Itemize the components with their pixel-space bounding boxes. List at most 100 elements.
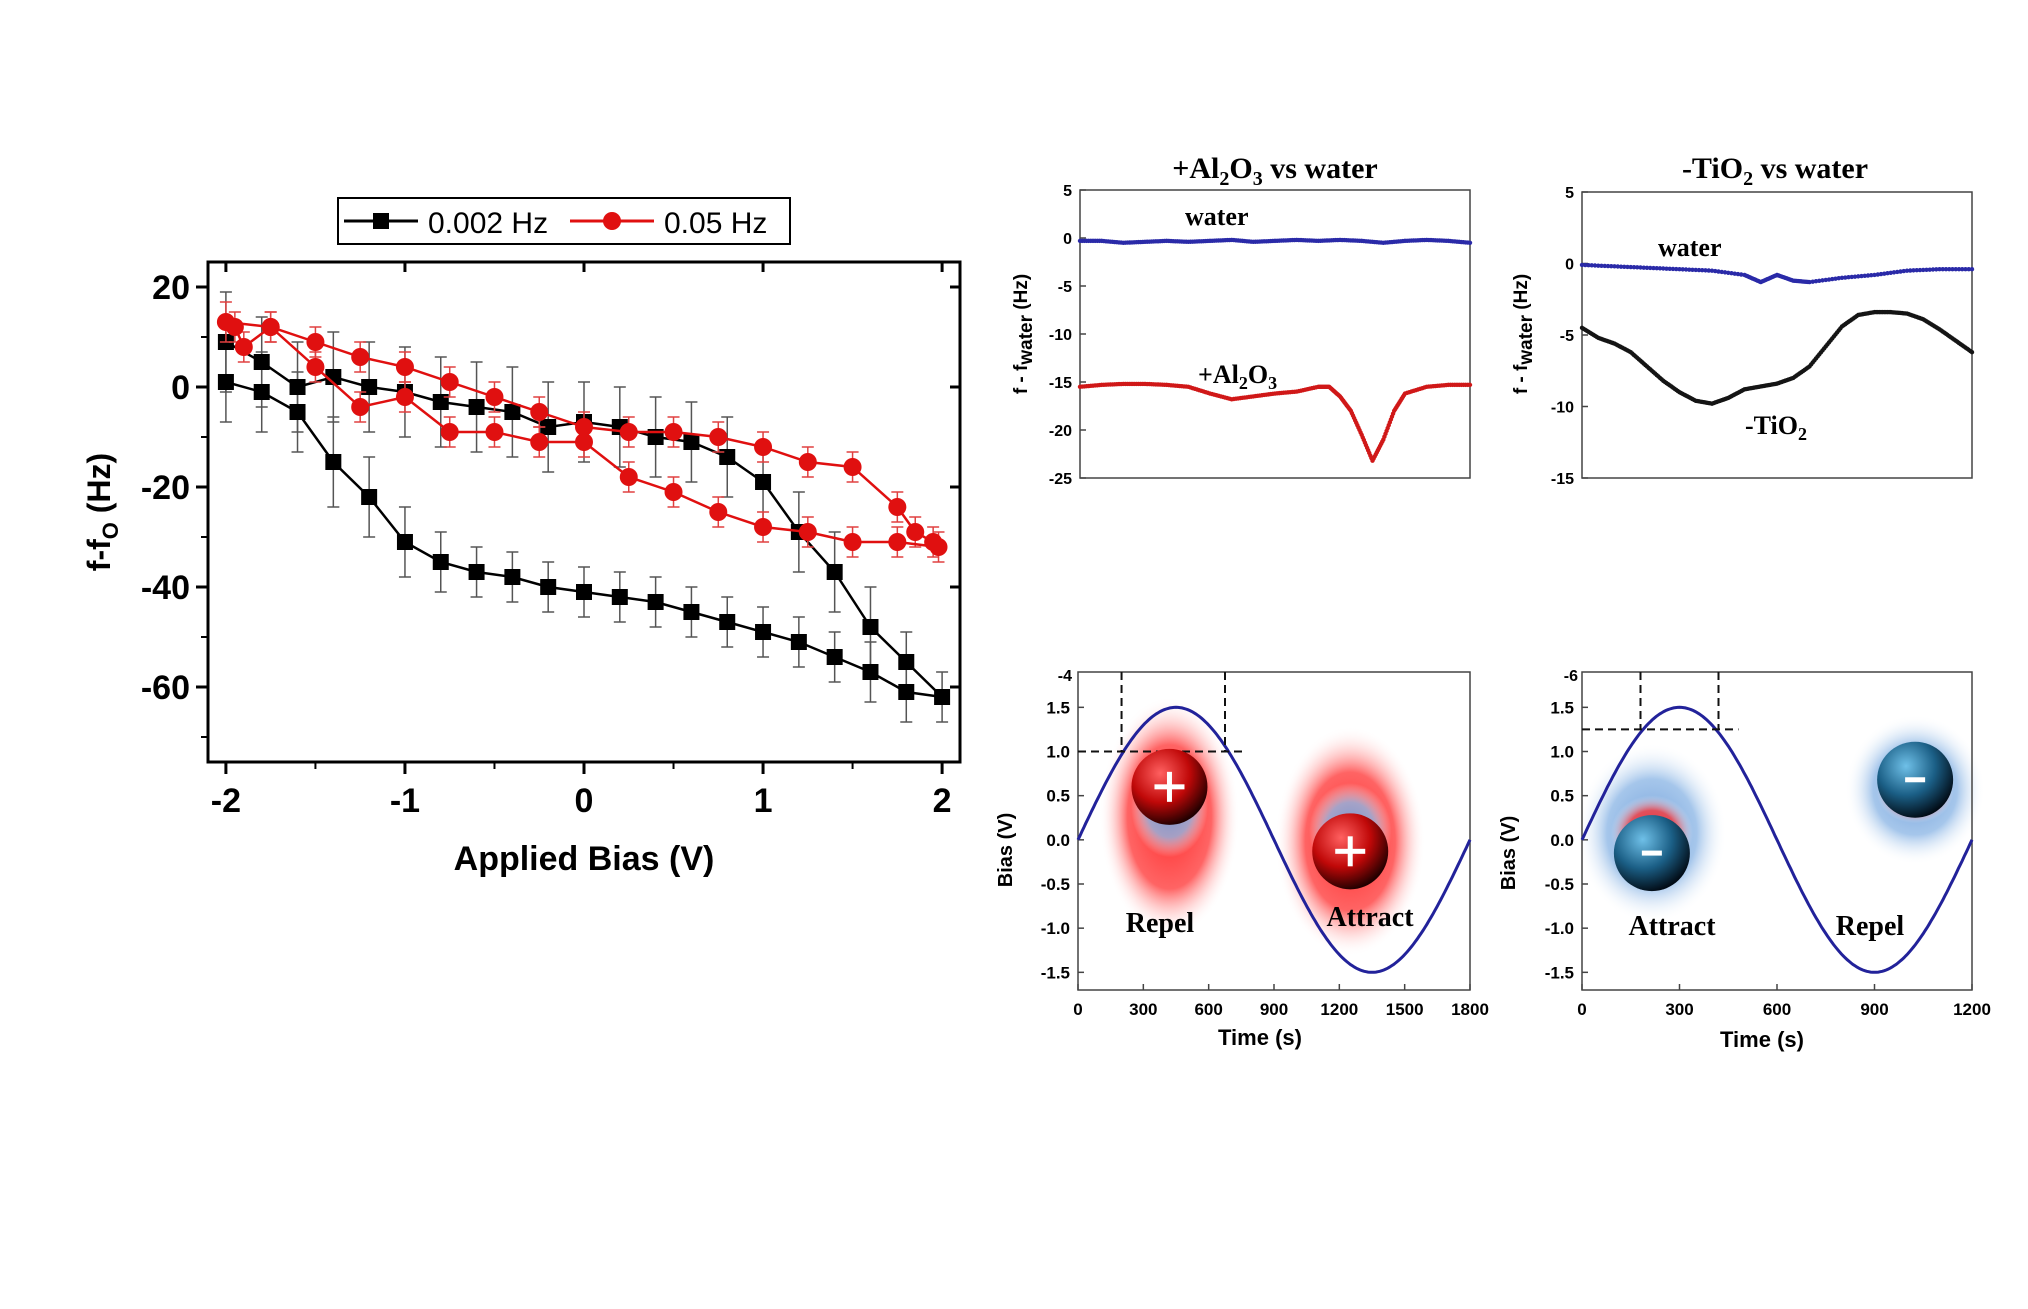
tio2-bias-chart: 0 300 600 900 1200 1.5 1.0 0.5 0.0 -0.5 -1.0 -1.5 T… (1498, 668, 1991, 1052)
data-point (1726, 270, 1731, 275)
tio2-bias-ticks: 0 300 600 900 1200 1.5 1.0 0.5 0.0 -0.5 -1.0 -1.5 (1545, 698, 1991, 1019)
hysteresis-series (216, 291, 951, 723)
x-tick-label: 2 (933, 782, 952, 820)
data-point (888, 498, 907, 516)
legend-marker-square (373, 213, 389, 229)
x-tick-label: 1200 (1320, 1000, 1358, 1019)
data-point (1661, 266, 1666, 271)
data-point (1680, 267, 1685, 272)
data-point (1839, 275, 1845, 280)
data-point (468, 564, 485, 580)
hysteresis-xlabel: Applied Bias (V) (454, 840, 715, 878)
data-point (619, 468, 638, 486)
data-point (1878, 271, 1884, 277)
tio2-bias-top-label: -6 (1564, 668, 1578, 685)
tio2-bias-xlabel: Time (s) (1720, 1027, 1804, 1052)
data-point (1729, 271, 1734, 276)
data-point (862, 664, 879, 680)
data-point (1953, 267, 1958, 272)
x-tick-label: 0 (1577, 1000, 1586, 1019)
data-point (1696, 267, 1702, 273)
y-tick-label: -20 (1049, 423, 1072, 440)
y-tick-label: -5 (1058, 279, 1072, 296)
al2o3-bias-xlabel: Time (s) (1218, 1025, 1302, 1050)
data-point (798, 453, 817, 471)
al2o3-ions (1131, 748, 1389, 890)
data-point (1917, 267, 1923, 273)
hysteresis-legend: 0.002 Hz 0.05 Hz (337, 197, 791, 245)
data-point (504, 404, 521, 420)
data-point (1687, 267, 1692, 272)
data-point (1635, 265, 1640, 270)
data-point (1937, 267, 1942, 272)
y-tick-label: -10 (1551, 400, 1574, 417)
data-point (1641, 265, 1646, 270)
data-point (361, 379, 378, 395)
data-point (1836, 276, 1841, 281)
al2o3-label-attract: Attract (1326, 902, 1414, 933)
data-point (755, 474, 772, 490)
data-point (1612, 264, 1617, 269)
data-point (1690, 267, 1695, 272)
minus-bar (1905, 777, 1926, 783)
data-point (217, 374, 234, 390)
tio2-series (1579, 262, 1975, 406)
data-point (1820, 278, 1825, 283)
minus-bar (1641, 850, 1662, 856)
data-point (755, 624, 772, 640)
al2o3-water-annotation: water (1185, 202, 1249, 231)
y-tick-label: -0.5 (1545, 875, 1574, 894)
data-point (1667, 266, 1672, 271)
data-point (1888, 270, 1893, 275)
al2o3-ticks: 5 0 -5 -10 -15 -20 -25 (1049, 183, 1086, 488)
data-point (1862, 273, 1867, 278)
data-point (306, 358, 325, 376)
al2o3-bias-ticks: 0 300 600 900 1200 1500 1800 1.5 1.0 0.5 0.0 -0.5 -1… (1041, 698, 1489, 1019)
x-tick-label: 0 (1073, 1000, 1082, 1019)
data-point (934, 689, 951, 705)
data-point (325, 454, 342, 470)
data-point (1467, 382, 1473, 388)
data-point (1846, 275, 1851, 280)
data-point (1921, 267, 1926, 273)
hysteresis-ylabel: f-fO (Hz) (81, 453, 123, 571)
data-point (530, 403, 549, 421)
legend-label-0002hz: 0.002 Hz (428, 207, 548, 240)
data-point (1807, 279, 1812, 285)
tio2-title: -TiO2 vs water (1682, 152, 1868, 190)
y-tick-label: -60 (141, 669, 190, 707)
data-point (1960, 267, 1965, 272)
data-point (432, 394, 449, 410)
data-point (1849, 274, 1854, 280)
data-point (1943, 267, 1949, 272)
data-point (1833, 276, 1838, 281)
tio2-ions (1613, 741, 1954, 892)
y-tick-label: 5 (1063, 183, 1072, 200)
data-point (1625, 264, 1630, 270)
al2o3-bias-top-label: -4 (1058, 668, 1072, 685)
data-point (1823, 277, 1828, 283)
x-tick-label: -1 (390, 782, 420, 820)
series-005hz (216, 301, 948, 563)
data-point (1631, 265, 1637, 270)
tio2-sample-annotation: -TiO2 (1745, 411, 1807, 444)
data-point (1891, 270, 1897, 275)
data-point (1969, 267, 1975, 272)
data-point (1895, 269, 1900, 275)
y-tick-label: 0.0 (1046, 831, 1070, 850)
data-point (1654, 266, 1659, 271)
data-point (1700, 268, 1705, 273)
data-point (1618, 264, 1624, 269)
data-point (253, 384, 270, 400)
data-point (719, 614, 736, 630)
y-tick-label: -25 (1049, 471, 1072, 488)
data-point (1722, 270, 1728, 275)
x-tick-label: 1500 (1386, 1000, 1424, 1019)
data-point (432, 554, 449, 570)
tio2-label-attract: Attract (1628, 911, 1716, 942)
data-point (898, 654, 915, 670)
data-point (1911, 268, 1916, 273)
data-point (1856, 274, 1861, 279)
data-point (1817, 278, 1822, 284)
